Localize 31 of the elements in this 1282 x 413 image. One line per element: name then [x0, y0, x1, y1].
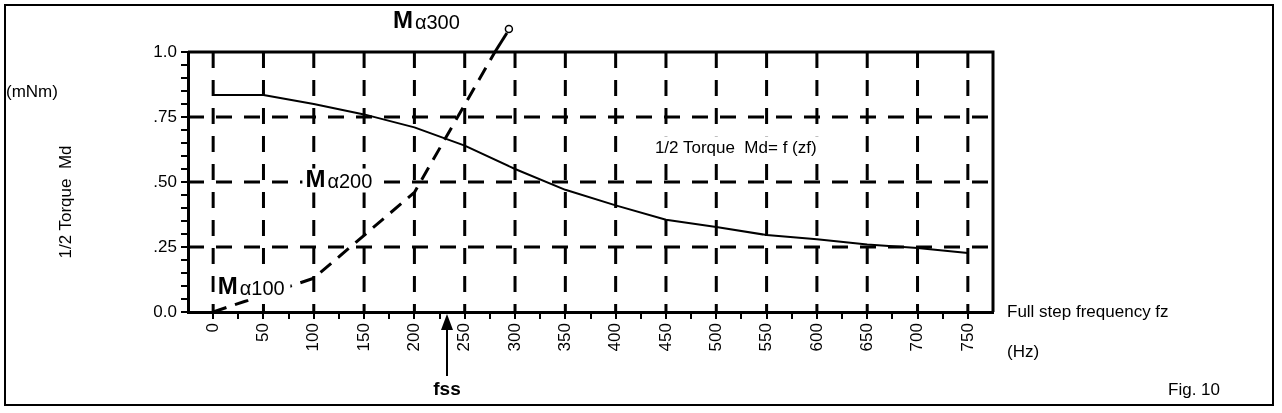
- text: (mNm): [6, 81, 58, 101]
- y-tick-label: .50: [153, 171, 177, 191]
- text: (Hz): [1007, 341, 1040, 361]
- x-tick-label: 650: [856, 323, 876, 352]
- x-tick-label: 250: [454, 323, 474, 352]
- x-tick-label: 350: [555, 323, 575, 352]
- x-tick-label: 750: [957, 323, 977, 352]
- x-tick-label: 700: [907, 323, 927, 352]
- x-tick-label: 300: [504, 323, 524, 352]
- y-tick-label: .25: [153, 236, 177, 256]
- annotation: Mα100: [217, 271, 285, 299]
- x-tick-label: 600: [806, 323, 826, 352]
- x-tick-label: 50: [253, 323, 273, 342]
- x-tick-label: 100: [303, 323, 323, 352]
- x-tick-label: 0: [202, 323, 222, 333]
- x-tick-label: 400: [605, 323, 625, 352]
- y-tick-label: .75: [153, 106, 177, 126]
- x-axis-title: Full step frequency fz: [1007, 301, 1169, 321]
- y-axis-title: 1/2 Torque Md: [55, 145, 75, 259]
- text: fss: [433, 378, 461, 400]
- x-tick-label: 450: [655, 323, 675, 352]
- x-tick-label: 500: [705, 323, 725, 352]
- caption: Fig. 10: [1168, 379, 1220, 399]
- x-tick-label: 200: [404, 323, 424, 352]
- x-tick-label: 550: [756, 323, 776, 352]
- annotation: Mα300: [392, 5, 460, 33]
- annotation: 1/2 Torque Md= f (zf): [654, 137, 817, 157]
- annotation: Mα200: [305, 165, 373, 193]
- y-tick-label: 1.0: [153, 41, 177, 61]
- y-tick-label: 0.0: [153, 301, 177, 321]
- x-tick-label: 150: [353, 323, 373, 352]
